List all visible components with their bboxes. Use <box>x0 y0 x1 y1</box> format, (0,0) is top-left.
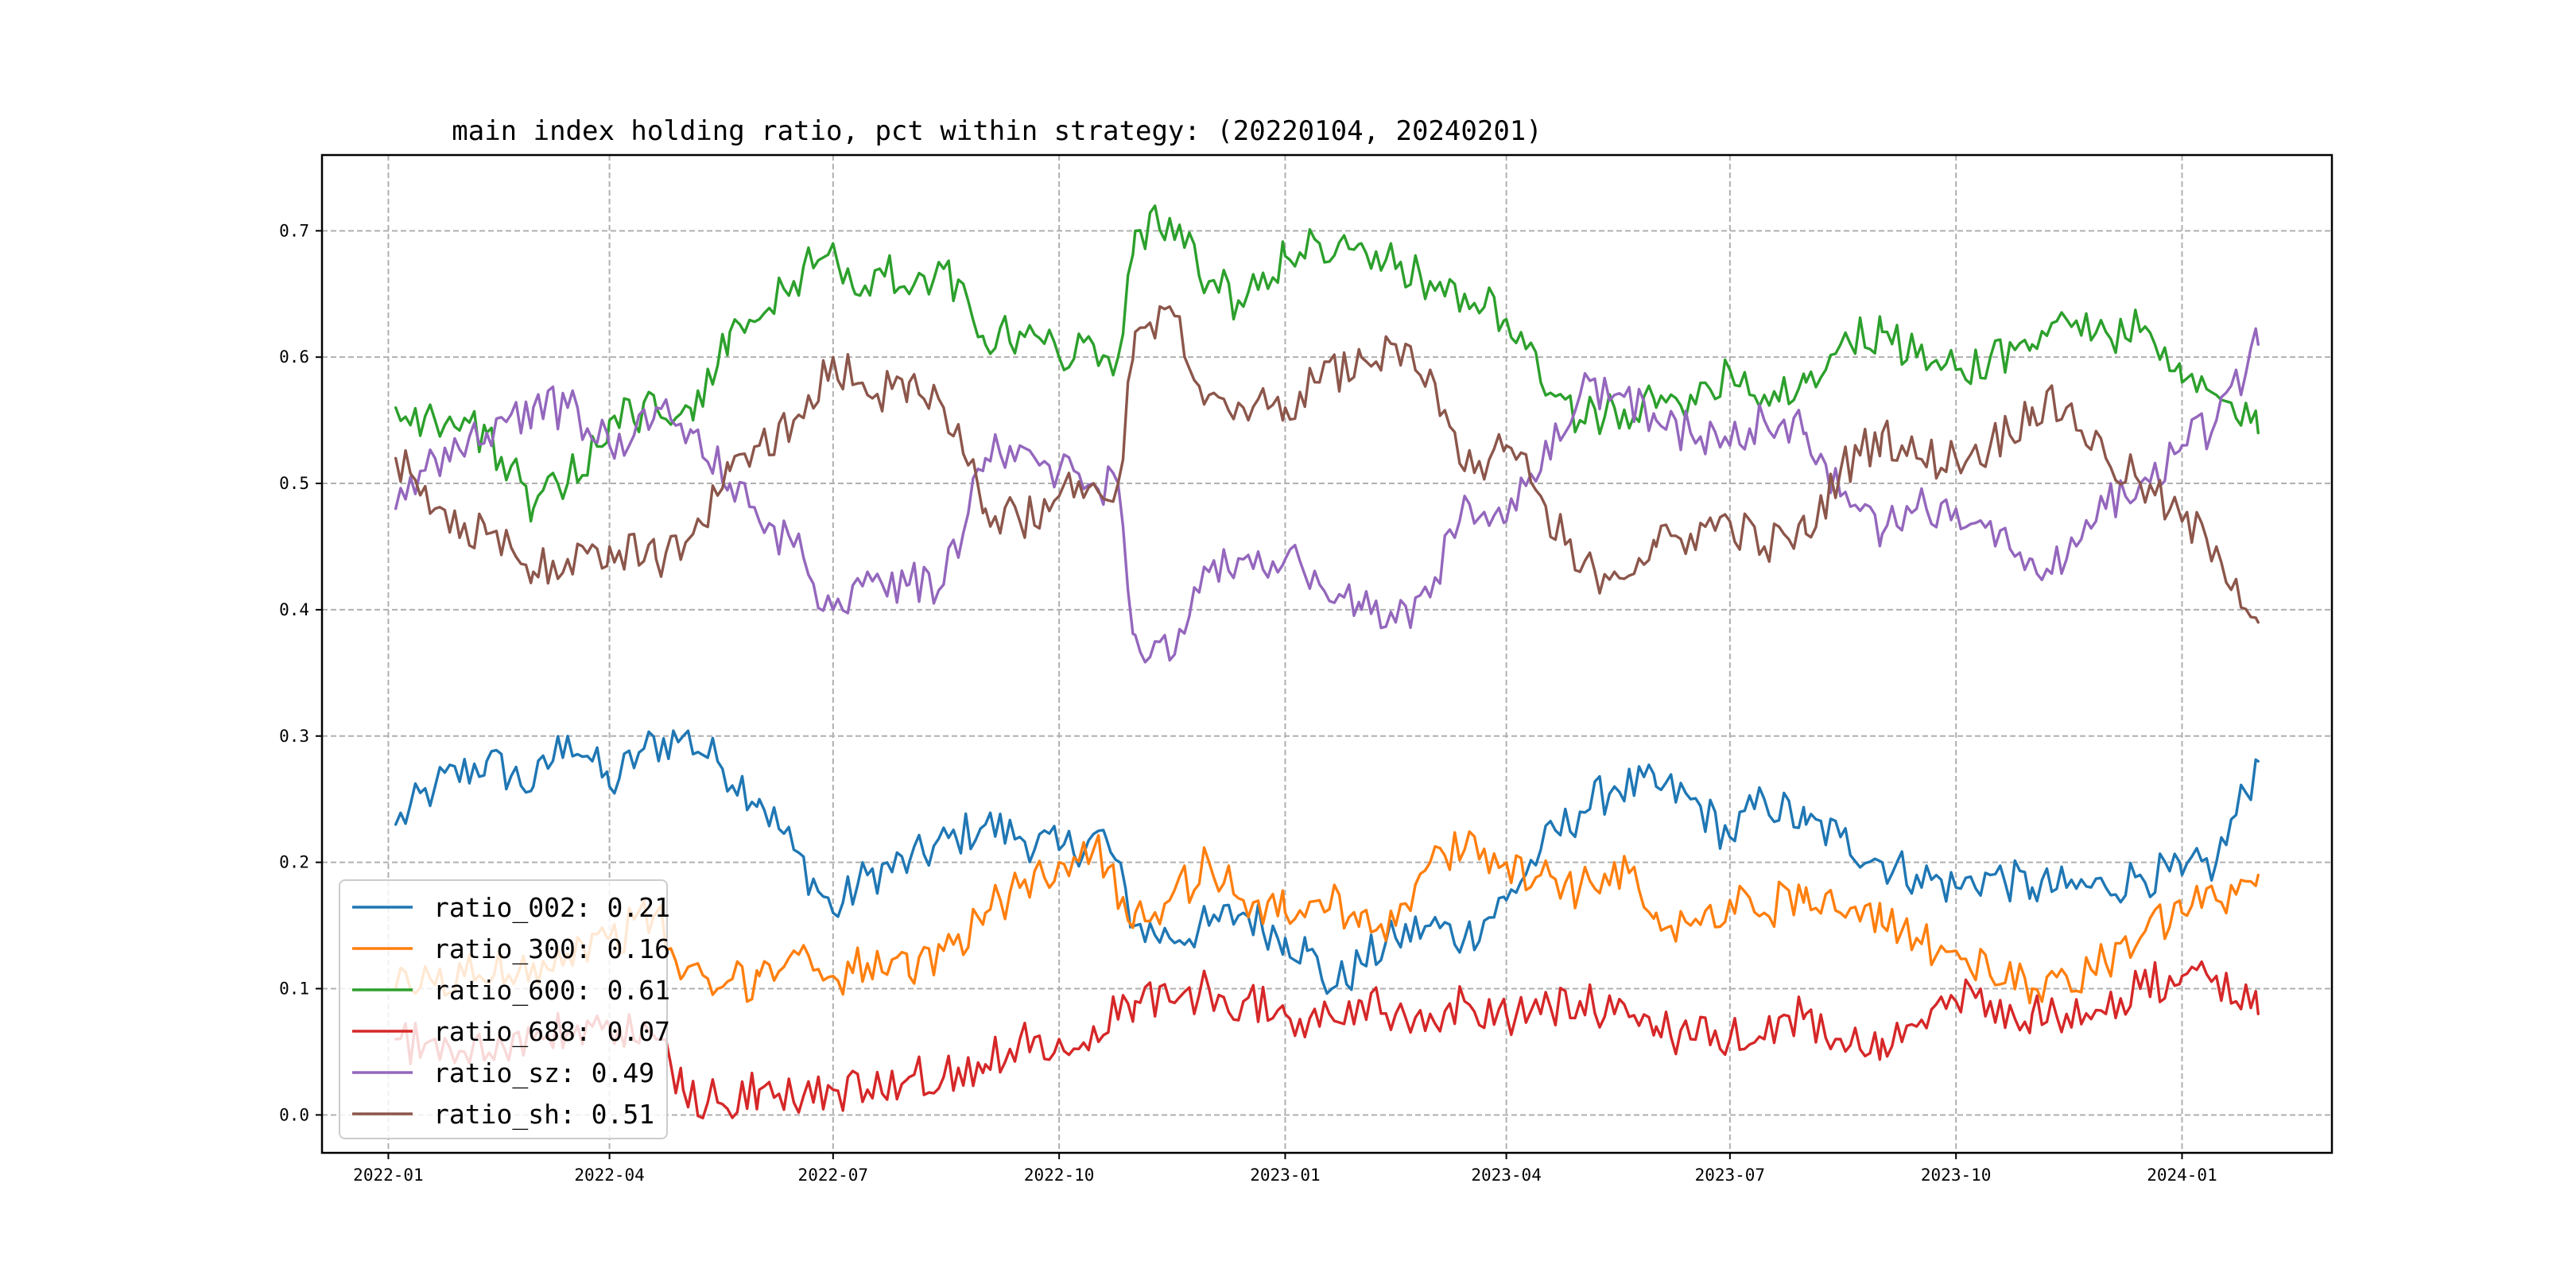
chart-title: main index holding ratio, pct within str… <box>452 115 1542 147</box>
plot-area-frame <box>320 153 2334 1154</box>
series-line-ratio_688 <box>394 960 2260 1119</box>
y-tick-label: 0.7 <box>279 221 309 240</box>
y-tick-label: 0.2 <box>279 853 309 872</box>
x-tick-label: 2023-07 <box>1695 1166 1766 1185</box>
x-tick-label: 2022-07 <box>798 1166 869 1185</box>
legend-box <box>339 879 668 1139</box>
legend-label-ratio_688: ratio_688: 0.07 <box>433 1016 670 1048</box>
y-tick-label: 0.0 <box>279 1105 309 1124</box>
x-tick-label: 2024-01 <box>2147 1166 2217 1185</box>
legend-label-ratio_sh: ratio_sh: 0.51 <box>433 1099 654 1131</box>
x-tick-label: 2023-01 <box>1250 1166 1321 1185</box>
x-tick-label: 2022-01 <box>353 1166 424 1185</box>
legend-label-ratio_sz: ratio_sz: 0.49 <box>433 1057 654 1089</box>
series-line-ratio_sz <box>394 327 2260 664</box>
series-line-ratio_600 <box>394 204 2260 523</box>
y-tick-label: 0.6 <box>279 347 309 367</box>
legend: ratio_002: 0.21 ratio_300: 0.16 ratio_600:… <box>339 879 670 1139</box>
x-tick-label: 2022-10 <box>1024 1166 1095 1185</box>
series-line-ratio_sh <box>394 305 2260 624</box>
axis-ticks: 2022-01 2022-04 2022-07 2022-10 2023-01 2023-… <box>279 221 2217 1185</box>
y-tick-label: 0.3 <box>279 727 309 746</box>
series-lines <box>394 204 2260 1119</box>
y-tick-label: 0.5 <box>279 474 309 493</box>
y-tick-label: 0.4 <box>279 600 309 619</box>
legend-label-ratio_300: ratio_300: 0.16 <box>433 933 670 965</box>
series-line-ratio_002 <box>394 729 2260 995</box>
legend-label-ratio_600: ratio_600: 0.61 <box>433 975 670 1007</box>
legend-label-ratio_002: ratio_002: 0.21 <box>433 892 670 924</box>
y-tick-label: 0.1 <box>279 979 309 998</box>
series-line-ratio_300 <box>394 830 2260 1005</box>
x-tick-label: 2022-04 <box>574 1166 645 1185</box>
x-tick-label: 2023-10 <box>1921 1166 1992 1185</box>
x-tick-label: 2023-04 <box>1471 1166 1542 1185</box>
